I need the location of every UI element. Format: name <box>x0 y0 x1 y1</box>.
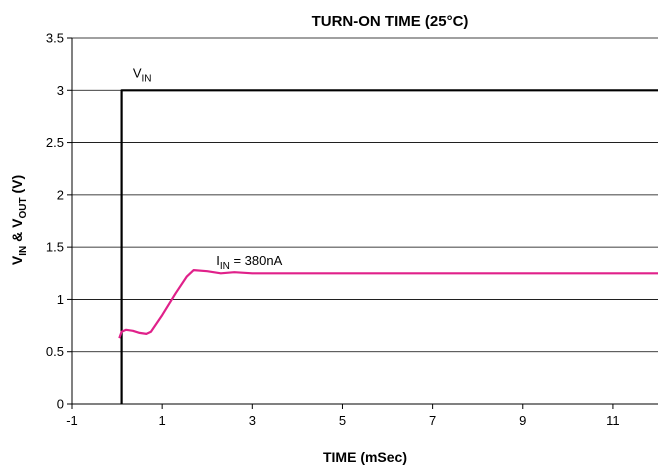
series-line-1 <box>118 269 658 339</box>
y-tick-label-7: 3.5 <box>46 31 64 46</box>
x-tick-label-0: -1 <box>66 413 78 428</box>
annotations: VIN IIN = 380nA <box>133 66 283 272</box>
y-tick-label-2: 1 <box>57 292 64 307</box>
y-tick-label-6: 3 <box>57 83 64 98</box>
annotation-1: IIN = 380nA <box>216 253 282 272</box>
x-tick-label-5: 9 <box>519 413 526 428</box>
y-tick-label-1: 0.5 <box>46 344 64 359</box>
x-tick-label-3: 5 <box>339 413 346 428</box>
y-tick-label-4: 2 <box>57 187 64 202</box>
y-axis-ticks: 0 0.5 1 1.5 2 2.5 3 3.5 <box>46 31 72 412</box>
y-axis-label: VIN & VOUT (V) <box>9 175 29 265</box>
x-axis-ticks: -1 1 3 5 7 9 11 <box>66 404 620 428</box>
x-tick-label-4: 7 <box>429 413 436 428</box>
axes <box>71 38 658 405</box>
chart-title: TURN-ON TIME (25°C) <box>312 13 469 30</box>
grid-lines <box>72 37 658 405</box>
y-tick-label-0: 0 <box>57 397 64 412</box>
x-tick-label-2: 3 <box>249 413 256 428</box>
y-tick-label-5: 2.5 <box>46 135 64 150</box>
x-axis-label: TIME (mSec) <box>323 449 407 465</box>
series-line-0 <box>120 89 658 404</box>
x-tick-label-1: 1 <box>159 413 166 428</box>
annotation-0: VIN <box>133 66 152 85</box>
series-lines <box>118 89 658 404</box>
x-tick-label-6: 11 <box>606 413 620 428</box>
y-tick-label-3: 1.5 <box>46 240 64 255</box>
